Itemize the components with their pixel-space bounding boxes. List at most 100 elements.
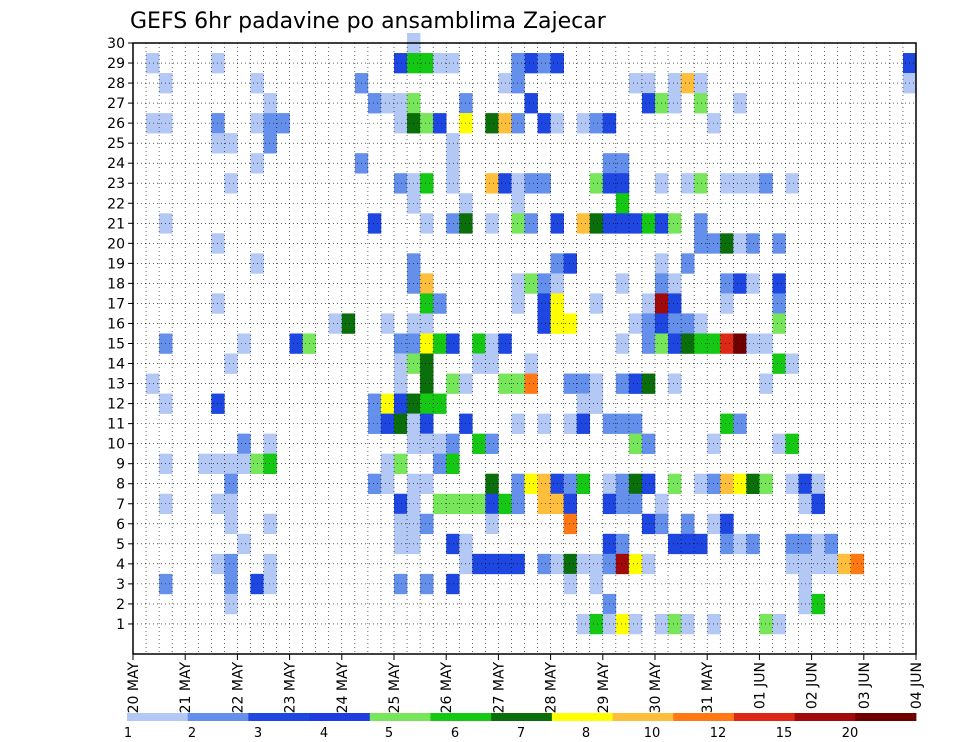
heatmap-cell	[668, 93, 682, 114]
heatmap-cell	[720, 233, 734, 254]
heatmap-cell	[694, 333, 708, 354]
heatmap-cell	[446, 333, 460, 354]
heatmap-cell	[668, 313, 682, 334]
heatmap-cell	[380, 93, 395, 114]
heatmap-cell	[263, 133, 277, 154]
heatmap-cell	[446, 493, 460, 515]
heatmap-cell	[380, 393, 395, 414]
heatmap-cell	[394, 513, 408, 535]
y-tick-label: 26	[107, 116, 125, 132]
heatmap-cell	[837, 553, 852, 575]
heatmap-cell	[641, 433, 656, 454]
heatmap-cell	[485, 473, 499, 495]
heatmap-cell	[472, 553, 486, 575]
heatmap-cell	[341, 313, 356, 334]
heatmap-cell	[681, 73, 695, 94]
y-tick-label: 3	[116, 577, 125, 593]
colorbar-label: 10	[644, 726, 661, 741]
heatmap-cell	[446, 373, 460, 394]
heatmap-cell	[524, 273, 538, 294]
x-tick-label: 21 MAY	[178, 662, 194, 714]
heatmap-cell	[563, 313, 577, 334]
heatmap-cell	[367, 473, 382, 495]
heatmap-cell	[537, 273, 551, 294]
heatmap-cell	[485, 173, 499, 194]
heatmap-cell	[367, 413, 382, 434]
heatmap-cell	[433, 493, 447, 515]
heatmap-cell	[628, 313, 643, 334]
heatmap-cell	[785, 353, 799, 374]
heatmap-cell	[446, 173, 460, 194]
heatmap-cell	[263, 113, 277, 134]
heatmap-cell	[263, 553, 277, 575]
y-tick-label: 21	[107, 216, 125, 232]
heatmap-cell	[772, 613, 786, 635]
heatmap-cell	[433, 453, 447, 474]
heatmap-cell	[446, 453, 460, 474]
colorbar-swatch	[187, 713, 249, 721]
heatmap-cell	[524, 213, 538, 234]
heatmap-cell	[420, 573, 434, 595]
heatmap-cell	[615, 373, 630, 394]
heatmap-cell	[224, 493, 238, 515]
heatmap-cell	[772, 293, 786, 314]
heatmap-cell	[772, 353, 786, 374]
heatmap-cell	[628, 413, 643, 434]
heatmap-cell	[759, 613, 773, 635]
heatmap-cell	[485, 333, 499, 354]
heatmap-cell	[394, 393, 408, 414]
colorbar-swatch	[551, 713, 613, 721]
heatmap-cell	[420, 313, 434, 334]
heatmap-cell	[589, 613, 604, 635]
heatmap-cell	[433, 113, 447, 134]
heatmap-cell	[472, 433, 486, 454]
heatmap-cell	[811, 493, 825, 515]
heatmap-cell	[394, 173, 408, 194]
heatmap-cell	[576, 213, 591, 234]
heatmap-cell	[615, 173, 630, 194]
heatmap-cell	[446, 133, 460, 154]
y-tick-label: 16	[107, 316, 125, 332]
heatmap-cell	[641, 293, 656, 314]
heatmap-cell	[811, 553, 825, 575]
heatmap-cell	[472, 493, 486, 515]
x-tick-label: 04 JUN	[909, 662, 925, 709]
y-tick-label: 10	[107, 437, 125, 453]
heatmap-cell	[420, 393, 434, 414]
heatmap-cell	[628, 613, 643, 635]
heatmap-cell	[733, 413, 747, 434]
heatmap-cell	[759, 333, 773, 354]
heatmap-cell	[537, 493, 551, 515]
heatmap-cell	[394, 353, 408, 374]
colorbar-label: 5	[385, 726, 393, 741]
y-tick-label: 30	[107, 36, 125, 52]
heatmap-cell	[589, 573, 604, 595]
heatmap-cell	[615, 553, 630, 575]
heatmap-cell	[615, 193, 630, 214]
heatmap-cell	[420, 333, 434, 354]
heatmap-cell	[641, 93, 656, 114]
colorbar-label: 6	[451, 726, 459, 741]
heatmap-cell	[485, 513, 499, 535]
heatmap-cell	[263, 453, 277, 474]
y-tick-label: 29	[107, 56, 125, 72]
heatmap-cell	[733, 93, 747, 114]
heatmap-cell	[146, 373, 160, 394]
heatmap-cell	[524, 53, 538, 74]
heatmap-cell	[641, 553, 656, 575]
heatmap-cell	[146, 53, 160, 74]
heatmap-cell	[537, 293, 551, 314]
heatmap-cell	[641, 513, 656, 535]
x-tick-label: 31 MAY	[700, 662, 716, 714]
heatmap-cell	[628, 213, 643, 234]
y-tick-label: 5	[116, 537, 125, 553]
heatmap-cell	[420, 513, 434, 535]
colorbar-label: 2	[188, 726, 196, 741]
x-tick-label: 02 JUN	[805, 662, 821, 709]
heatmap-cell	[615, 273, 630, 294]
y-tick-label: 17	[107, 296, 125, 312]
heatmap-cell	[720, 273, 734, 294]
heatmap-cell	[537, 113, 551, 134]
heatmap-cell	[524, 93, 538, 114]
heatmap-cell	[380, 413, 395, 434]
